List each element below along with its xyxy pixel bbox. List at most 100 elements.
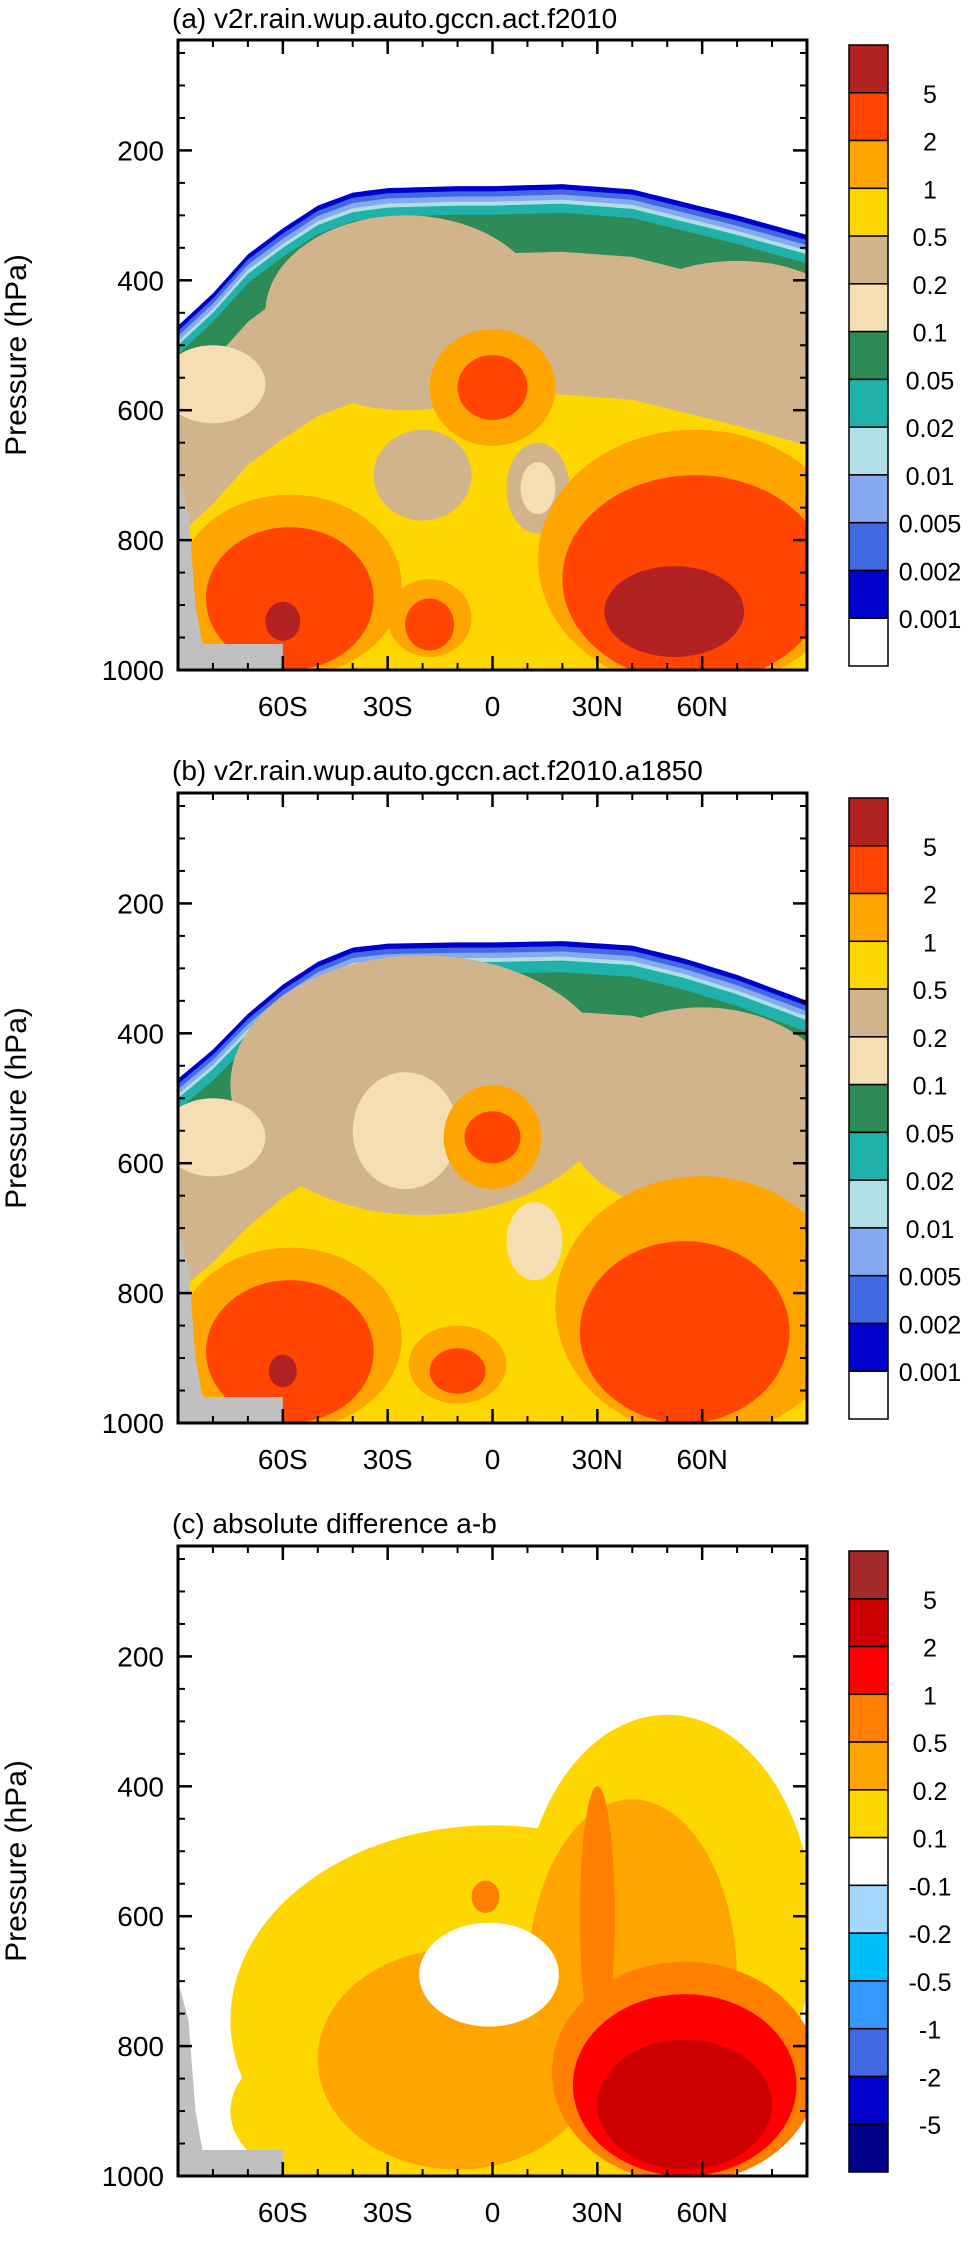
y-tick-label: 400	[117, 1018, 164, 1049]
contour-blob	[457, 355, 528, 420]
y-tick-label: 800	[117, 1278, 164, 1309]
y-axis-label: Pressure (hPa)	[0, 1760, 33, 1962]
x-tick-label: 30N	[572, 2197, 623, 2228]
missing-data-mask	[178, 1981, 283, 2176]
colorbar-swatch	[848, 940, 889, 990]
y-tick-label: 600	[117, 1901, 164, 1932]
colorbar-label: 0.02	[906, 1168, 955, 1196]
y-tick-label: 400	[117, 265, 164, 296]
y-tick-label: 200	[117, 888, 164, 919]
x-tick-label: 30N	[572, 1444, 623, 1475]
chart-title: (b) v2r.rain.wup.auto.gccn.act.f2010.a18…	[172, 755, 703, 786]
contour-blob	[429, 1348, 486, 1394]
colorbar-label: 0.005	[899, 1264, 962, 1292]
x-tick-label: 0	[485, 2197, 501, 2228]
colorbar-label: 0.001	[899, 1359, 962, 1387]
colorbar-swatch	[848, 521, 889, 572]
contour-blob	[506, 1202, 563, 1281]
colorbar-swatch	[848, 892, 889, 943]
contour-blob	[632, 260, 807, 365]
colorbar-swatch	[848, 378, 889, 428]
colorbar-swatch	[848, 1836, 889, 1887]
contour-blob	[520, 462, 556, 515]
contour-blob	[352, 1072, 458, 1190]
chart-title: (c) absolute difference a-b	[172, 1508, 497, 1539]
colorbar-label: 0.01	[906, 463, 955, 491]
colorbar-label: 0.02	[906, 415, 955, 443]
colorbar-swatch	[848, 1036, 889, 1086]
y-tick-label: 600	[117, 395, 164, 426]
contour-field	[178, 793, 807, 1423]
colorbar-label: 5	[923, 81, 937, 109]
colorbar-swatch	[848, 2027, 889, 2078]
contour-blob	[471, 1880, 500, 1913]
x-tick-label: 60S	[258, 2197, 308, 2228]
contour-blob	[604, 566, 745, 658]
panel-1: (b) v2r.rain.wup.auto.gccn.act.f2010.a18…	[0, 755, 961, 1475]
colorbar-label: 2	[923, 882, 937, 910]
y-axis-label: Pressure (hPa)	[0, 254, 33, 456]
y-tick-label: 800	[117, 525, 164, 556]
x-tick-label: 60S	[258, 1444, 308, 1475]
colorbar: 5 2 1 0.5 0.2 0.1 0.05 0.02 0.01 0.005 0.002 0.001	[848, 797, 962, 1420]
colorbar-swatch	[848, 139, 889, 190]
contour-blob	[464, 1111, 521, 1164]
x-tick-label: 30S	[363, 1444, 413, 1475]
colorbar-swatch	[848, 1370, 889, 1420]
colorbar-label: 0.1	[913, 1073, 948, 1101]
contour-blob	[205, 1280, 374, 1423]
x-tick-label: 60N	[676, 1444, 727, 1475]
colorbar-label: 2	[923, 129, 937, 157]
x-tick-label: 60S	[258, 691, 308, 722]
contour-blob	[178, 1098, 266, 1177]
contour-field	[178, 1546, 807, 2176]
x-tick-label: 60N	[676, 2197, 727, 2228]
colorbar-swatch	[848, 617, 889, 667]
colorbar-label: 0.002	[899, 558, 962, 586]
colorbar-label: 0.5	[913, 1730, 948, 1758]
colorbar-swatch	[848, 235, 889, 285]
missing-data-mask	[178, 1228, 283, 1423]
colorbar-label: 0.005	[899, 511, 962, 539]
colorbar-swatch	[848, 569, 889, 619]
y-tick-label: 1000	[102, 1408, 164, 1439]
colorbar-swatch	[848, 1789, 889, 1839]
colorbar-swatch	[848, 92, 889, 142]
panel-2: (c) absolute difference a-b 200 400 600 800 1…	[0, 1508, 952, 2228]
contour-blob	[268, 1354, 297, 1388]
colorbar-swatch	[848, 330, 889, 381]
x-tick-label: 60N	[676, 691, 727, 722]
colorbar-label: -0.2	[908, 1921, 951, 1949]
colorbar-swatch	[848, 1741, 889, 1791]
colorbar-swatch	[848, 187, 889, 237]
colorbar-label: -2	[919, 2064, 941, 2092]
contour-field	[178, 40, 807, 670]
contour-blob	[579, 1241, 790, 1423]
colorbar-label: 0.01	[906, 1216, 955, 1244]
colorbar-label: 1	[923, 929, 937, 957]
y-tick-label: 200	[117, 1641, 164, 1672]
y-tick-label: 200	[117, 135, 164, 166]
colorbar-swatch	[848, 1274, 889, 1325]
colorbar-label: 0.05	[906, 367, 955, 395]
colorbar: 5 2 1 0.5 0.2 0.1 -0.1 -0.2 -0.5 -1 -2 -5	[848, 1550, 952, 2173]
colorbar-label: -5	[919, 2112, 941, 2140]
colorbar-swatch	[848, 1645, 889, 1696]
colorbar-swatch	[848, 283, 889, 333]
contour-blob	[205, 527, 374, 670]
colorbar-label: -0.1	[908, 1873, 951, 1901]
colorbar-label: 0.2	[913, 272, 948, 300]
colorbar-label: 0.002	[899, 1311, 962, 1339]
contour-blob	[419, 1922, 559, 2027]
colorbar-swatch	[848, 2075, 889, 2125]
colorbar-swatch	[848, 474, 889, 524]
colorbar-swatch	[848, 1884, 889, 1934]
colorbar-swatch	[848, 44, 889, 94]
colorbar-label: 0.001	[899, 606, 962, 634]
colorbar-swatch	[848, 1980, 889, 2030]
y-tick-label: 600	[117, 1148, 164, 1179]
x-tick-label: 0	[485, 1444, 501, 1475]
colorbar-swatch	[848, 1598, 889, 1648]
colorbar-label: 0.05	[906, 1120, 955, 1148]
chart-title: (a) v2r.rain.wup.auto.gccn.act.f2010	[172, 3, 617, 34]
